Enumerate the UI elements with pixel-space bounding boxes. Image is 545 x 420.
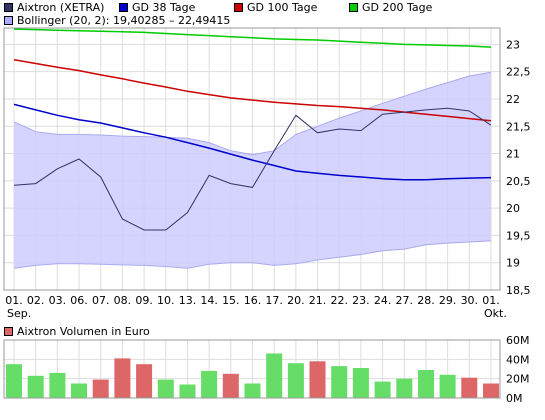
- xtick-label: 10.: [157, 294, 175, 307]
- xtick-label: 07.: [92, 294, 110, 307]
- xtick-label: 28.: [417, 294, 435, 307]
- bollinger-band-fill: [14, 72, 491, 269]
- volume-bar: [71, 383, 87, 398]
- volume-bar: [244, 383, 261, 398]
- legend-label-gd38: GD 38 Tage: [132, 1, 196, 14]
- legend-swatch-gd200: [349, 3, 358, 12]
- volume-bar: [352, 368, 369, 398]
- price-ytick-label: 21,5: [506, 120, 531, 133]
- legend-label-bollinger: Bollinger (20, 2): 19,40285 – 22,49415: [17, 14, 231, 27]
- volume-bar: [287, 363, 304, 398]
- xtick-label: 27.: [396, 294, 414, 307]
- xtick-label: 30.: [461, 294, 479, 307]
- legend-swatch-aixtron: [4, 3, 13, 12]
- volume-bar: [439, 374, 456, 398]
- gd200-line: [13, 28, 492, 48]
- legend-gd200: GD 200 Tage: [349, 1, 432, 14]
- price-ytick-label: 20,5: [506, 175, 531, 188]
- price-ytick-label: 18,5: [506, 284, 531, 297]
- volume-bar: [418, 370, 434, 398]
- xtick-label: 24.: [374, 294, 392, 307]
- xtick-label: 13.: [179, 294, 197, 307]
- month-label: Sep.: [7, 307, 31, 320]
- xtick-label: 06.: [70, 294, 88, 307]
- xtick-label: 02.: [27, 294, 45, 307]
- price-ytick-label: 19,5: [506, 229, 531, 242]
- volume-bar: [374, 381, 391, 398]
- volume-bar: [222, 373, 239, 398]
- xtick-label: 21.: [309, 294, 327, 307]
- price-ytick-label: 19: [506, 257, 520, 270]
- price-ytick-label: 22,5: [506, 66, 531, 79]
- volume-bar: [201, 370, 218, 398]
- legend-volume: Aixtron Volumen in Euro: [4, 325, 150, 338]
- xtick-label: 22.: [330, 294, 348, 307]
- volume-panel: 60M 40M 20M 0M: [3, 334, 530, 405]
- xtick-label: 01.: [5, 294, 23, 307]
- legend-swatch-volume: [4, 327, 13, 336]
- xtick-label: 08.: [114, 294, 132, 307]
- volume-bar: [309, 361, 326, 398]
- xtick-label: 09.: [135, 294, 153, 307]
- xtick-label: 23.: [352, 294, 370, 307]
- legend-label-gd100: GD 100 Tage: [247, 1, 318, 14]
- xtick-label: 14.: [200, 294, 218, 307]
- price-ytick-label: 23: [506, 38, 520, 51]
- price-ytick-label: 22: [506, 93, 520, 106]
- legend-gd100: GD 100 Tage: [234, 1, 317, 14]
- volume-bar: [136, 364, 153, 398]
- xtick-label: 17.: [265, 294, 283, 307]
- legend-swatch-bollinger: [4, 16, 13, 25]
- gd38-line: [13, 103, 492, 181]
- xtick-label: 16.: [244, 294, 262, 307]
- legend-bollinger: Bollinger (20, 2): 19,40285 – 22,49415: [4, 14, 230, 27]
- month-label: Okt.: [484, 307, 507, 320]
- xtick-label: 15.: [222, 294, 240, 307]
- volume-bar: [27, 375, 44, 398]
- volume-plot-border: [3, 339, 501, 399]
- price-ytick-label: 21: [506, 148, 520, 161]
- volume-bar: [92, 379, 109, 398]
- bollinger-lower-line: [13, 240, 492, 269]
- price-ytick-label: 20: [506, 202, 520, 215]
- xtick-label: 03.: [49, 294, 67, 307]
- legend-swatch-gd100: [234, 3, 243, 12]
- legend-label-gd200: GD 200 Tage: [362, 1, 433, 14]
- volume-bar: [461, 377, 478, 398]
- xtick-label: 29.: [439, 294, 457, 307]
- legend-gd38: GD 38 Tage: [119, 1, 195, 14]
- legend-aixtron: Aixtron (XETRA): [4, 1, 104, 14]
- gd100-line: [13, 58, 492, 122]
- volume-ytick-label: 20M: [506, 373, 530, 386]
- volume-bar: [114, 358, 131, 398]
- volume-ytick-label: 60M: [506, 334, 530, 347]
- legend-label-volume: Aixtron Volumen in Euro: [17, 325, 150, 338]
- legend-swatch-gd38: [119, 3, 128, 12]
- legend-label-aixtron: Aixtron (XETRA): [17, 1, 105, 14]
- bollinger-upper-line: [13, 71, 492, 156]
- volume-bar: [179, 384, 196, 398]
- volume-bar: [49, 372, 66, 398]
- volume-bar: [266, 353, 283, 398]
- xtick-label: 01.: [482, 294, 500, 307]
- volume-bar: [6, 364, 22, 398]
- volume-bar: [331, 366, 348, 398]
- price-plot-border: [3, 27, 501, 291]
- volume-ytick-label: 0M: [506, 392, 523, 405]
- aixtron-price-line: [13, 107, 492, 231]
- volume-bar: [396, 378, 413, 398]
- volume-bar: [157, 379, 174, 398]
- xtick-label: 20.: [287, 294, 305, 307]
- volume-bar: [483, 383, 499, 398]
- volume-ytick-label: 40M: [506, 353, 530, 366]
